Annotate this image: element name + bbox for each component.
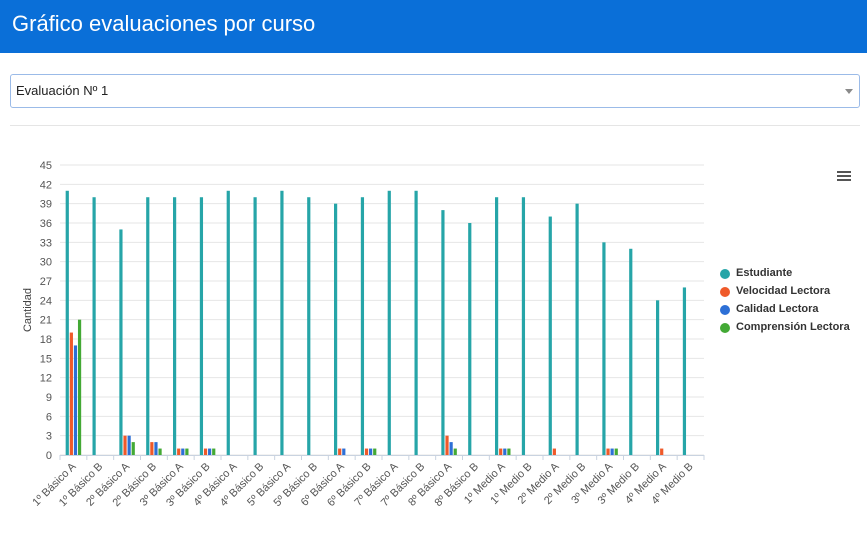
- bar: [507, 448, 511, 455]
- legend-dot-icon: [720, 269, 730, 279]
- bar: [334, 203, 338, 455]
- bar: [682, 287, 687, 455]
- bar: [226, 190, 230, 455]
- y-tick-label: 39: [40, 199, 52, 211]
- legend-label: Calidad Lectora: [736, 303, 819, 315]
- y-axis-label: Cantidad: [22, 288, 34, 332]
- bar: [499, 448, 503, 455]
- bar: [360, 197, 365, 455]
- divider: [10, 125, 860, 126]
- bar: [373, 448, 377, 455]
- bar: [414, 190, 418, 455]
- y-tick-label: 24: [40, 295, 52, 307]
- bar: [453, 448, 457, 455]
- evaluation-select[interactable]: Evaluación Nº 1: [10, 74, 860, 108]
- y-tick-label: 18: [40, 334, 52, 346]
- legend-label: Estudiante: [736, 267, 793, 279]
- bar: [468, 223, 472, 455]
- bar: [173, 197, 177, 455]
- bar: [441, 210, 445, 455]
- bar: [369, 448, 373, 455]
- bar: [127, 435, 131, 455]
- bar: [552, 448, 556, 455]
- bar: [387, 190, 391, 455]
- bar: [203, 448, 208, 455]
- bar: [69, 332, 73, 455]
- bar: [338, 448, 342, 455]
- legend-label: Velocidad Lectora: [736, 285, 831, 297]
- bar: [503, 448, 507, 455]
- bar: [123, 435, 127, 455]
- bar: [119, 229, 123, 455]
- bar: [65, 190, 69, 455]
- bar: [146, 197, 150, 455]
- bar: [154, 442, 158, 455]
- bar: [158, 448, 162, 455]
- bar: [185, 448, 189, 455]
- bar: [253, 197, 257, 455]
- page-title: Gráfico evaluaciones por curso: [12, 11, 316, 36]
- bar: [92, 197, 96, 455]
- bar: [602, 242, 606, 455]
- bar: [656, 300, 660, 455]
- legend-dot-icon: [720, 287, 730, 297]
- bar: [660, 448, 664, 455]
- bar: [445, 435, 449, 455]
- legend-dot-icon: [720, 305, 730, 315]
- bar: [73, 345, 78, 455]
- bar: [177, 448, 181, 455]
- bar: [364, 448, 369, 455]
- bar: [521, 197, 526, 455]
- bar: [449, 442, 453, 455]
- bar: [495, 197, 499, 455]
- bar: [199, 197, 204, 455]
- bar: [575, 203, 579, 455]
- bar: [208, 448, 212, 455]
- legend-dot-icon: [720, 323, 730, 333]
- bar: [606, 448, 610, 455]
- hamburger-menu-icon[interactable]: [837, 170, 853, 184]
- y-tick-label: 21: [40, 315, 52, 327]
- y-tick-label: 0: [46, 450, 52, 462]
- bar: [548, 216, 552, 455]
- chevron-down-icon: [845, 89, 853, 94]
- y-tick-label: 3: [46, 431, 52, 443]
- evaluation-select-value: Evaluación Nº 1: [16, 83, 109, 98]
- bar: [131, 442, 135, 455]
- bar: [181, 448, 185, 455]
- bar: [150, 442, 154, 455]
- bar: [307, 197, 311, 455]
- bar: [280, 190, 284, 455]
- bar: [629, 248, 633, 455]
- y-tick-label: 42: [40, 179, 52, 191]
- bar: [342, 448, 346, 455]
- app-header: Gráfico evaluaciones por curso: [0, 0, 867, 53]
- y-tick-label: 15: [40, 353, 52, 365]
- y-tick-label: 9: [46, 392, 52, 404]
- y-tick-label: 30: [40, 257, 52, 269]
- y-tick-label: 33: [40, 237, 52, 249]
- legend-label: Comprensión Lectora: [736, 321, 850, 333]
- y-tick-label: 12: [40, 373, 52, 385]
- bar: [212, 448, 216, 455]
- y-tick-label: 36: [40, 218, 52, 230]
- bar: [610, 448, 614, 455]
- bar: [77, 319, 82, 455]
- y-tick-label: 27: [40, 276, 52, 288]
- y-tick-label: 45: [40, 160, 52, 172]
- y-tick-label: 6: [46, 411, 52, 423]
- bar: [614, 448, 618, 455]
